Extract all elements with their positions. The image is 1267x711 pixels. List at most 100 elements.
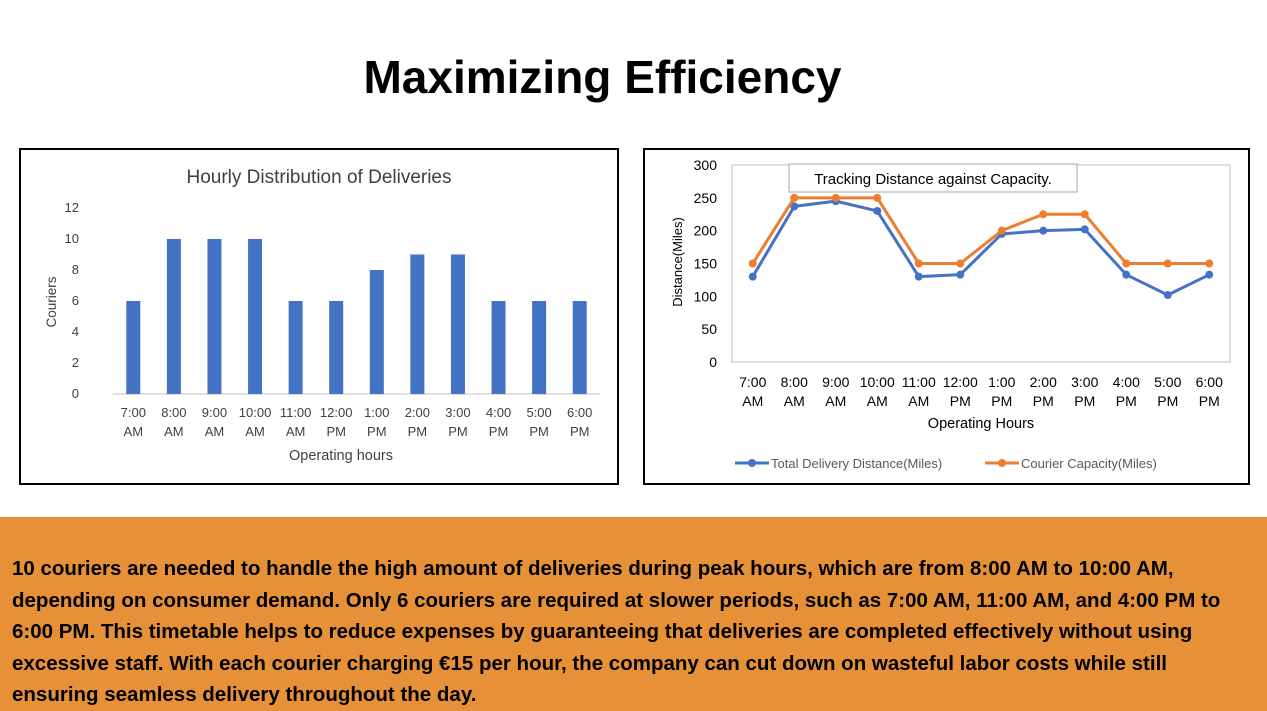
x-tick-label: PM [570,424,590,439]
y-tick-label: 4 [72,324,79,339]
x-tick-label: 3:00 [1071,374,1098,390]
data-point [1163,259,1172,268]
x-tick-label: AM [825,393,846,409]
bar [126,301,141,394]
x-tick-label: PM [950,393,971,409]
x-tick-label: 7:00 [739,374,766,390]
x-tick-label: 1:00 [364,405,389,420]
bar [207,239,222,394]
summary-text: 10 couriers are needed to handle the hig… [12,557,1221,706]
bar-chart-panel: Hourly Distribution of Deliveries 0 2 4 6 8 10… [19,148,619,485]
data-point [997,226,1006,235]
data-point [790,202,799,211]
data-point [1122,259,1131,268]
data-point [790,193,799,202]
y-tick-label: 150 [694,256,718,272]
legend-label: Courier Capacity(Miles) [1021,456,1157,471]
y-tick-label: 0 [72,386,79,401]
data-point [748,259,757,268]
x-tick-label: 8:00 [161,405,186,420]
summary-band: 10 couriers are needed to handle the hig… [0,517,1267,711]
bar [369,270,384,394]
y-tick-label: 300 [694,157,718,173]
y-axis-label: Couriers [44,276,59,327]
x-tick-label: 3:00 [445,405,470,420]
y-tick-label: 0 [709,354,717,370]
data-point [1205,270,1214,279]
data-point [873,193,882,202]
chart-title: Tracking Distance against Capacity. [814,171,1052,188]
x-tick-label: AM [205,424,225,439]
x-tick-label: 12:00 [320,405,353,420]
x-tick-label: 4:00 [1113,374,1140,390]
x-tick-label: 11:00 [902,374,936,390]
bar-chart: Hourly Distribution of Deliveries 0 2 4 6 8 10… [44,167,600,464]
x-tick-label: 10:00 [239,405,272,420]
x-tick-label: AM [245,424,265,439]
x-tick-label: 6:00 [567,405,592,420]
y-tick-label: 50 [701,321,717,337]
y-tick-label: 8 [72,262,79,277]
x-tick-label: 1:00 [988,374,1015,390]
x-tick-label: 8:00 [781,374,808,390]
y-tick-label: 12 [65,200,79,215]
series-line [751,199,1210,297]
data-point [1039,226,1048,235]
x-tick-label: 2:00 [405,405,430,420]
bar [329,301,344,394]
legend-marker [998,459,1006,467]
x-tick-label: 9:00 [822,374,849,390]
data-point [956,270,965,279]
x-tick-label: 6:00 [1196,374,1223,390]
x-tick-label: AM [742,393,763,409]
x-tick-label: PM [1199,393,1220,409]
x-tick-label: 2:00 [1030,374,1057,390]
x-tick-label: AM [867,393,888,409]
line-chart-panel: 0 50 100 150 200 250 300 Tracking Distance agai… [643,148,1250,485]
data-point [1205,259,1214,268]
x-tick-label: PM [326,424,346,439]
data-point [1080,210,1089,219]
data-point [1080,225,1089,234]
data-point [1163,291,1172,300]
data-point [873,206,882,215]
bar [491,301,506,394]
y-tick-label: 200 [694,223,718,239]
chart-title: Hourly Distribution of Deliveries [186,167,451,188]
x-tick-label: PM [529,424,549,439]
bar [450,254,465,394]
x-axis-label: Operating hours [289,448,393,464]
x-tick-label: AM [124,424,144,439]
data-point [914,272,923,281]
x-tick-label: 7:00 [121,405,146,420]
x-tick-label: 5:00 [1154,374,1181,390]
x-tick-label: PM [1116,393,1137,409]
slide-title: Maximizing Efficiency [363,51,842,103]
x-tick-label: PM [408,424,428,439]
legend-label: Total Delivery Distance(Miles) [771,456,942,471]
x-tick-label: AM [784,393,805,409]
x-tick-label: PM [1033,393,1054,409]
bar [410,254,425,394]
bar [166,239,181,394]
bar [572,301,587,394]
x-tick-label: 11:00 [280,405,312,420]
x-tick-label: PM [1157,393,1178,409]
x-tick-label: 9:00 [202,405,227,420]
y-tick-label: 6 [72,293,79,308]
bar [288,301,303,394]
x-tick-label: AM [164,424,184,439]
x-tick-label: PM [489,424,509,439]
y-axis-label: Distance(Miles) [670,217,685,307]
data-point [914,259,923,268]
x-tick-label: 4:00 [486,405,511,420]
data-point [831,193,840,202]
data-point [1039,210,1048,219]
series-line [751,196,1210,265]
y-tick-label: 250 [694,190,718,206]
y-tick-label: 2 [72,355,79,370]
data-point [956,259,965,268]
x-tick-label: 5:00 [526,405,551,420]
x-tick-label: 12:00 [943,374,978,390]
x-tick-label: PM [448,424,468,439]
